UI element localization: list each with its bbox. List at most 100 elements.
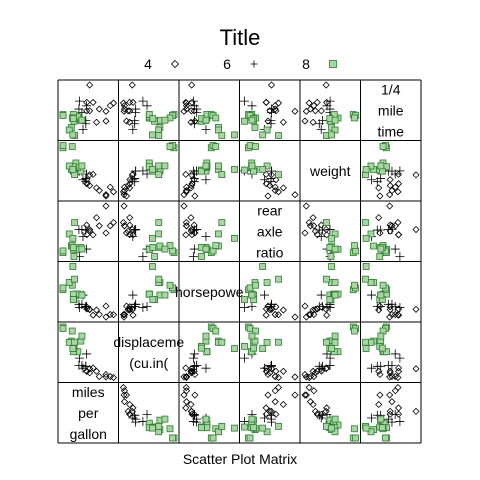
data-point <box>89 98 97 107</box>
data-point <box>120 398 129 406</box>
data-point <box>325 225 335 235</box>
data-point <box>182 186 191 195</box>
data-point <box>301 391 309 399</box>
data-point <box>182 222 191 230</box>
data-point <box>264 370 272 379</box>
matrix-cell <box>119 81 178 139</box>
data-point <box>74 225 84 235</box>
data-point <box>68 143 76 150</box>
data-point <box>394 218 402 227</box>
data-point <box>240 353 249 363</box>
data-point <box>266 410 276 420</box>
data-point <box>274 99 283 107</box>
data-point <box>331 126 339 134</box>
variable-label: displaceme <box>113 334 184 350</box>
data-point <box>246 434 254 442</box>
data-point <box>120 222 129 230</box>
data-point <box>274 373 283 382</box>
matrix-grid <box>57 79 422 444</box>
data-point <box>266 361 276 371</box>
data-point <box>325 96 335 106</box>
data-point <box>231 345 238 352</box>
data-point <box>138 96 148 106</box>
data-point <box>322 305 330 313</box>
data-point <box>394 311 402 319</box>
data-point <box>188 96 198 106</box>
data-point <box>241 423 248 431</box>
data-point <box>191 192 199 200</box>
matrix-cell <box>180 323 238 382</box>
data-point <box>92 214 101 222</box>
matrix-cell <box>59 263 118 321</box>
data-point <box>248 162 256 170</box>
data-point <box>305 218 313 227</box>
data-point <box>376 225 386 235</box>
data-point <box>180 391 188 399</box>
data-point <box>129 404 137 412</box>
data-point <box>305 311 313 319</box>
data-point <box>263 428 271 436</box>
data-point <box>102 192 110 200</box>
data-point <box>155 422 163 430</box>
data-point <box>318 361 328 371</box>
data-point <box>386 410 394 418</box>
data-point <box>182 183 191 191</box>
data-point <box>241 117 248 125</box>
data-point <box>262 98 270 106</box>
data-point <box>331 116 339 124</box>
data-point <box>263 126 271 134</box>
data-point <box>362 345 370 352</box>
data-point <box>383 348 390 356</box>
data-point <box>362 263 370 270</box>
data-point <box>218 219 226 226</box>
data-point <box>83 231 91 239</box>
data-point <box>327 253 335 260</box>
data-point <box>412 407 420 415</box>
data-point <box>86 369 94 377</box>
data-point <box>367 175 377 185</box>
data-point <box>323 311 331 319</box>
data-point <box>126 107 134 115</box>
data-point <box>92 367 101 375</box>
data-point <box>122 229 131 237</box>
data-point <box>394 383 402 392</box>
data-point <box>192 360 202 370</box>
data-point <box>301 302 309 310</box>
data-point <box>376 302 386 312</box>
data-point <box>412 365 420 373</box>
data-point <box>310 372 318 381</box>
data-point <box>412 171 420 179</box>
data-point <box>145 111 153 118</box>
data-point <box>248 291 256 299</box>
data-point <box>386 202 394 210</box>
data-point <box>145 290 153 298</box>
data-point <box>266 115 276 125</box>
data-point <box>128 171 136 179</box>
variable-label: time <box>378 123 405 139</box>
data-point <box>182 364 190 372</box>
data-point <box>301 117 309 125</box>
matrix-cell <box>301 263 359 321</box>
data-point <box>271 372 279 381</box>
data-point <box>119 99 128 107</box>
data-point <box>362 166 370 173</box>
data-point <box>182 398 191 406</box>
data-point <box>247 101 257 111</box>
data-point <box>376 302 384 310</box>
data-point <box>331 415 339 423</box>
data-point <box>310 310 318 319</box>
data-point <box>212 114 220 122</box>
data-point <box>192 417 202 427</box>
matrix-cell <box>301 202 359 261</box>
data-point <box>375 400 383 409</box>
data-point <box>391 183 399 191</box>
data-point <box>377 415 385 423</box>
variable-label: miles <box>72 384 105 400</box>
data-point <box>119 311 128 319</box>
data-point <box>180 191 188 199</box>
data-point <box>271 387 279 395</box>
data-point <box>264 302 272 310</box>
data-point <box>252 327 259 335</box>
data-point <box>386 221 394 229</box>
data-point <box>275 275 282 283</box>
